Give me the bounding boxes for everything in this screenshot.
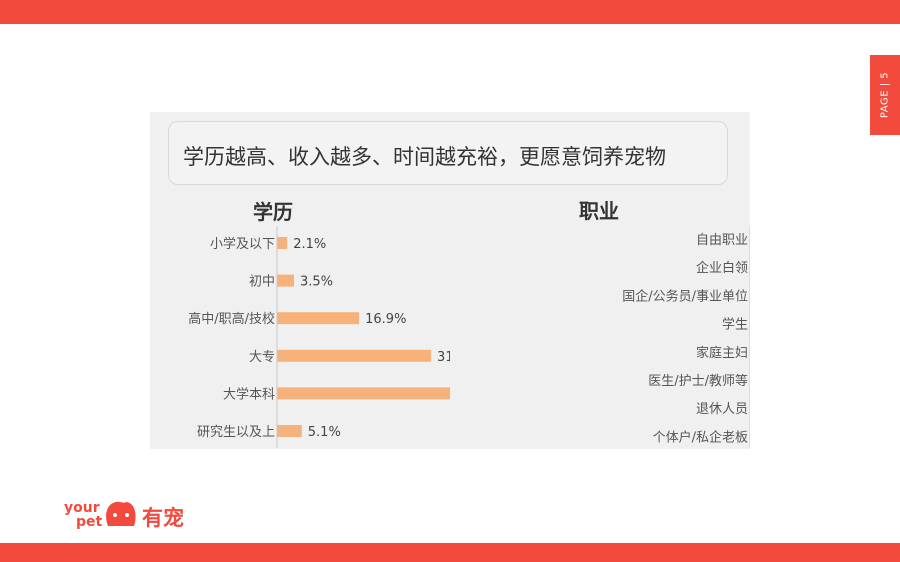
category-label: 医生/护士/教师等 <box>648 373 748 389</box>
value-label: 16.9% <box>365 312 406 327</box>
occupation-chart-title: 职业 <box>579 199 619 223</box>
education-bar-chart: 小学及以下2.1%初中3.5%高中/职高/技校16.9%大专31.7%大学本科4… <box>188 226 450 448</box>
category-label: 高中/职高/技校 <box>188 311 275 327</box>
category-label: 初中 <box>249 275 275 290</box>
page-number-tab: PAGE | 5 <box>870 55 900 135</box>
logo-text-pet: pet <box>76 514 103 530</box>
value-label: 3.5% <box>300 275 333 290</box>
category-label: 大专 <box>249 350 275 365</box>
pet-face-icon <box>106 501 136 526</box>
page-number-label: PAGE | 5 <box>879 71 891 119</box>
value-label: 2.1% <box>293 237 326 252</box>
infographic-panel: 学历越高、收入越多、时间越充裕，更愿意饲养宠物 学历 职业 小学及以下 2.1% 初… <box>150 112 750 449</box>
headline-box: 学历越高、收入越多、时间越充裕，更愿意饲养宠物 <box>168 121 728 185</box>
value-label: 31.7% <box>437 350 450 365</box>
logo-text-your: your <box>64 500 100 516</box>
bottom-accent-bar <box>0 543 900 562</box>
bar <box>277 387 450 400</box>
headline-text: 学历越高、收入越多、时间越充裕，更愿意饲养宠物 <box>183 145 666 169</box>
bar <box>277 312 360 325</box>
top-accent-bar <box>0 0 900 24</box>
bar <box>277 349 432 362</box>
category-label: 家庭主妇 <box>696 345 748 361</box>
category-label: 自由职业 <box>696 233 748 248</box>
category-label: 企业白领 <box>696 260 748 276</box>
category-label: 大学本科 <box>223 386 275 402</box>
bar <box>277 237 288 249</box>
bar <box>277 425 302 437</box>
category-label: 国企/公务员/事业单位 <box>622 288 748 304</box>
category-label: 个体户/私企老板 <box>653 429 748 445</box>
category-label: 小学及以下 <box>210 236 275 252</box>
bar <box>277 274 295 287</box>
logo-text-cn: 有宠 <box>142 506 184 530</box>
category-label: 研究生以及上 <box>197 425 275 440</box>
value-label: 5.1% <box>308 425 341 440</box>
education-chart-title: 学历 <box>253 200 293 224</box>
yourpet-logo-mark: your pet 有宠 <box>64 500 184 530</box>
category-label: 退休人员 <box>696 402 748 417</box>
yourpet-logo: your pet 有宠 <box>64 496 194 532</box>
category-label: 学生 <box>722 317 748 333</box>
occupation-bar-chart: 自由职业26.7%企业白领24.9%国企/公务员/事业单位23.9%学生10.8… <box>622 226 750 449</box>
